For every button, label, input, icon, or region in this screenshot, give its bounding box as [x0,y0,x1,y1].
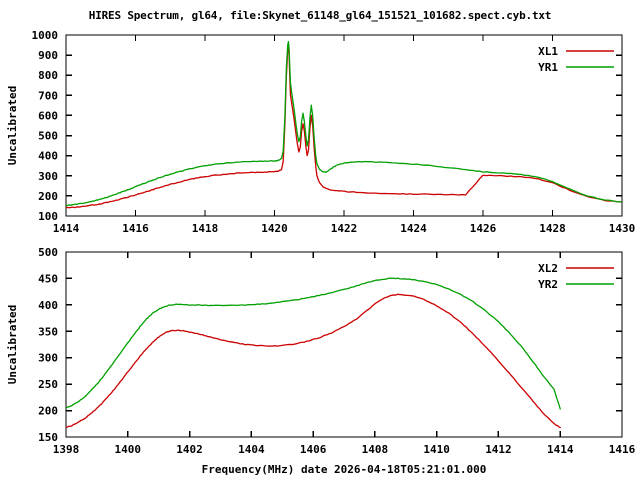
legend-label-xl2: XL2 [538,262,558,275]
y-tick-label: 350 [38,325,58,338]
y-tick-label: 200 [38,405,58,418]
y-tick-label: 100 [38,210,58,223]
x-tick-label: 1408 [362,443,389,456]
y-tick-label: 600 [38,109,58,122]
y-tick-label: 300 [38,352,58,365]
x-tick-label: 1404 [238,443,265,456]
x-tick-label: 1400 [115,443,142,456]
plot-frame [65,251,623,438]
x-tick-label: 1428 [539,222,566,235]
x-tick-label: 1418 [192,222,219,235]
y-tick-label: 200 [38,190,58,203]
x-axis-title: Frequency(MHz) date 2026-04-18T05:21:01.… [202,463,487,476]
x-tick-label: 1426 [470,222,497,235]
y-tick-label: 900 [38,49,58,62]
y-tick-label: 150 [38,431,58,444]
x-tick-label: 1414 [547,443,574,456]
top-plot: 1414 1416 1418 1420 1422 1424 1426 1428 1430 100 2… [6,29,635,235]
x-tick-label: 1430 [609,222,636,235]
legend-label-xl1: XL1 [538,45,558,58]
y-axis-title: Uncalibrated [6,86,19,165]
y-tick-label: 450 [38,272,58,285]
series-yr2 [66,277,561,410]
y-tick-label: 1000 [32,29,59,42]
x-tick-label: 1412 [485,443,512,456]
x-tick-label: 1416 [122,222,149,235]
y-tick-label: 400 [38,150,58,163]
x-tick-label: 1416 [609,443,636,456]
x-tick-label: 1402 [176,443,203,456]
x-tick-label: 1424 [400,222,427,235]
y-tick-label: 700 [38,89,58,102]
x-tick-label: 1420 [261,222,288,235]
series-xl2 [66,293,561,429]
x-tick-label: 1410 [423,443,450,456]
y-tick-label: 250 [38,378,58,391]
legend-label-yr2: YR2 [538,278,558,291]
y-axis-title: Uncalibrated [6,305,19,384]
legend-label-yr1: YR1 [538,61,558,74]
x-tick-label: 1406 [300,443,327,456]
series-yr1 [66,41,622,207]
x-tick-label: 1422 [331,222,358,235]
y-tick-label: 400 [38,299,58,312]
y-tick-label: 300 [38,170,58,183]
y-tick-label: 500 [38,130,58,143]
x-tick-label: 1414 [53,222,80,235]
x-tick-label: 1398 [53,443,80,456]
page-title: HIRES Spectrum, gl64, file:Skynet_61148_… [88,9,552,22]
series-xl1 [66,42,622,209]
y-tick-label: 500 [38,246,58,259]
y-tick-label: 800 [38,69,58,82]
bottom-plot: 1398 1400 1402 1404 1406 1408 1410 1412 1414 1416… [6,246,636,476]
